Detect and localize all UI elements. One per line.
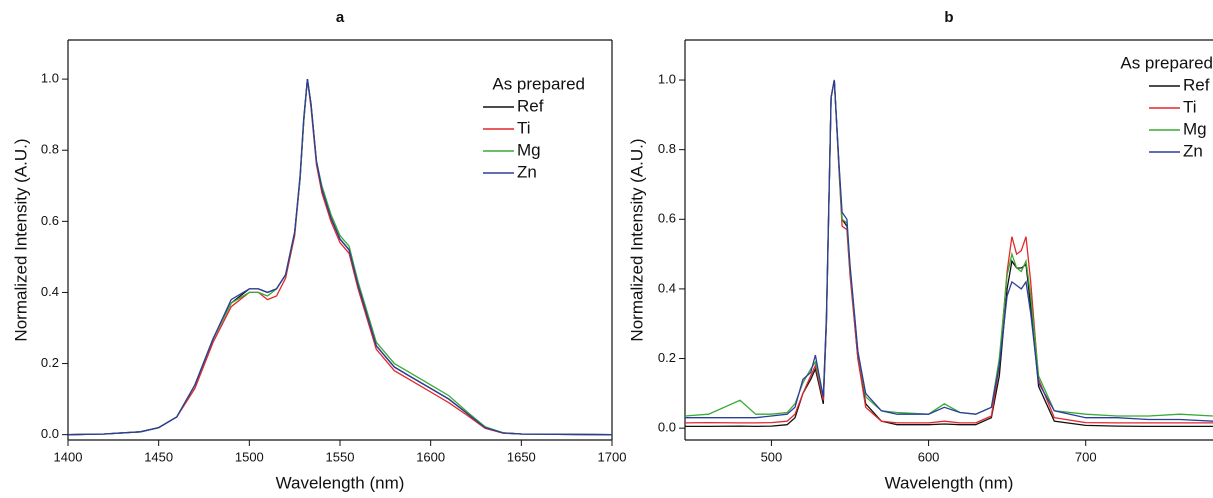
y-tick-label: 1.0 <box>41 71 59 86</box>
series-line <box>68 79 612 436</box>
legend-title: As prepared <box>1120 53 1213 72</box>
x-tick-label: 1650 <box>507 449 536 464</box>
chart-title: a <box>336 9 345 26</box>
y-axis-label: Normalized Intensity (A.U.) <box>627 138 646 341</box>
y-tick-label: 0.2 <box>658 350 676 365</box>
y-tick-label: 0.8 <box>658 141 676 156</box>
legend-label: Ti <box>517 118 531 137</box>
y-tick-label: 0.2 <box>41 355 59 370</box>
y-tick-label: 0.0 <box>658 420 676 435</box>
x-tick-label: 1600 <box>416 449 445 464</box>
series-line <box>685 79 1213 422</box>
y-tick-label: 0.0 <box>41 426 59 441</box>
legend-label: Ref <box>517 96 544 115</box>
legend-title: As prepared <box>492 74 585 93</box>
x-tick-label: 500 <box>761 449 783 464</box>
series-line <box>685 79 1213 424</box>
x-tick-label: 600 <box>918 449 940 464</box>
legend-label: Ti <box>1183 97 1197 116</box>
y-tick-label: 0.8 <box>41 142 59 157</box>
series-line <box>685 79 1213 417</box>
x-axis-label: Wavelength (nm) <box>885 473 1014 492</box>
legend-label: Mg <box>517 140 541 159</box>
y-tick-label: 0.4 <box>41 284 59 299</box>
y-tick-label: 1.0 <box>658 71 676 86</box>
y-tick-label: 0.4 <box>658 280 676 295</box>
x-tick-label: 1700 <box>598 449 627 464</box>
legend-label: Mg <box>1183 119 1207 138</box>
x-tick-label: 700 <box>1075 449 1097 464</box>
x-tick-label: 1450 <box>144 449 173 464</box>
x-axis-label: Wavelength (nm) <box>276 473 405 492</box>
y-axis-label: Normalized Intensity (A.U.) <box>11 138 30 341</box>
chart-title: b <box>944 9 953 26</box>
x-tick-label: 1400 <box>54 449 83 464</box>
legend-label: Zn <box>517 162 537 181</box>
series-line <box>685 79 1213 428</box>
y-tick-label: 0.6 <box>41 213 59 228</box>
legend-label: Ref <box>1183 75 1210 94</box>
x-tick-label: 1550 <box>326 449 355 464</box>
y-tick-label: 0.6 <box>658 211 676 226</box>
x-tick-label: 1500 <box>235 449 264 464</box>
legend-label: Zn <box>1183 141 1203 160</box>
